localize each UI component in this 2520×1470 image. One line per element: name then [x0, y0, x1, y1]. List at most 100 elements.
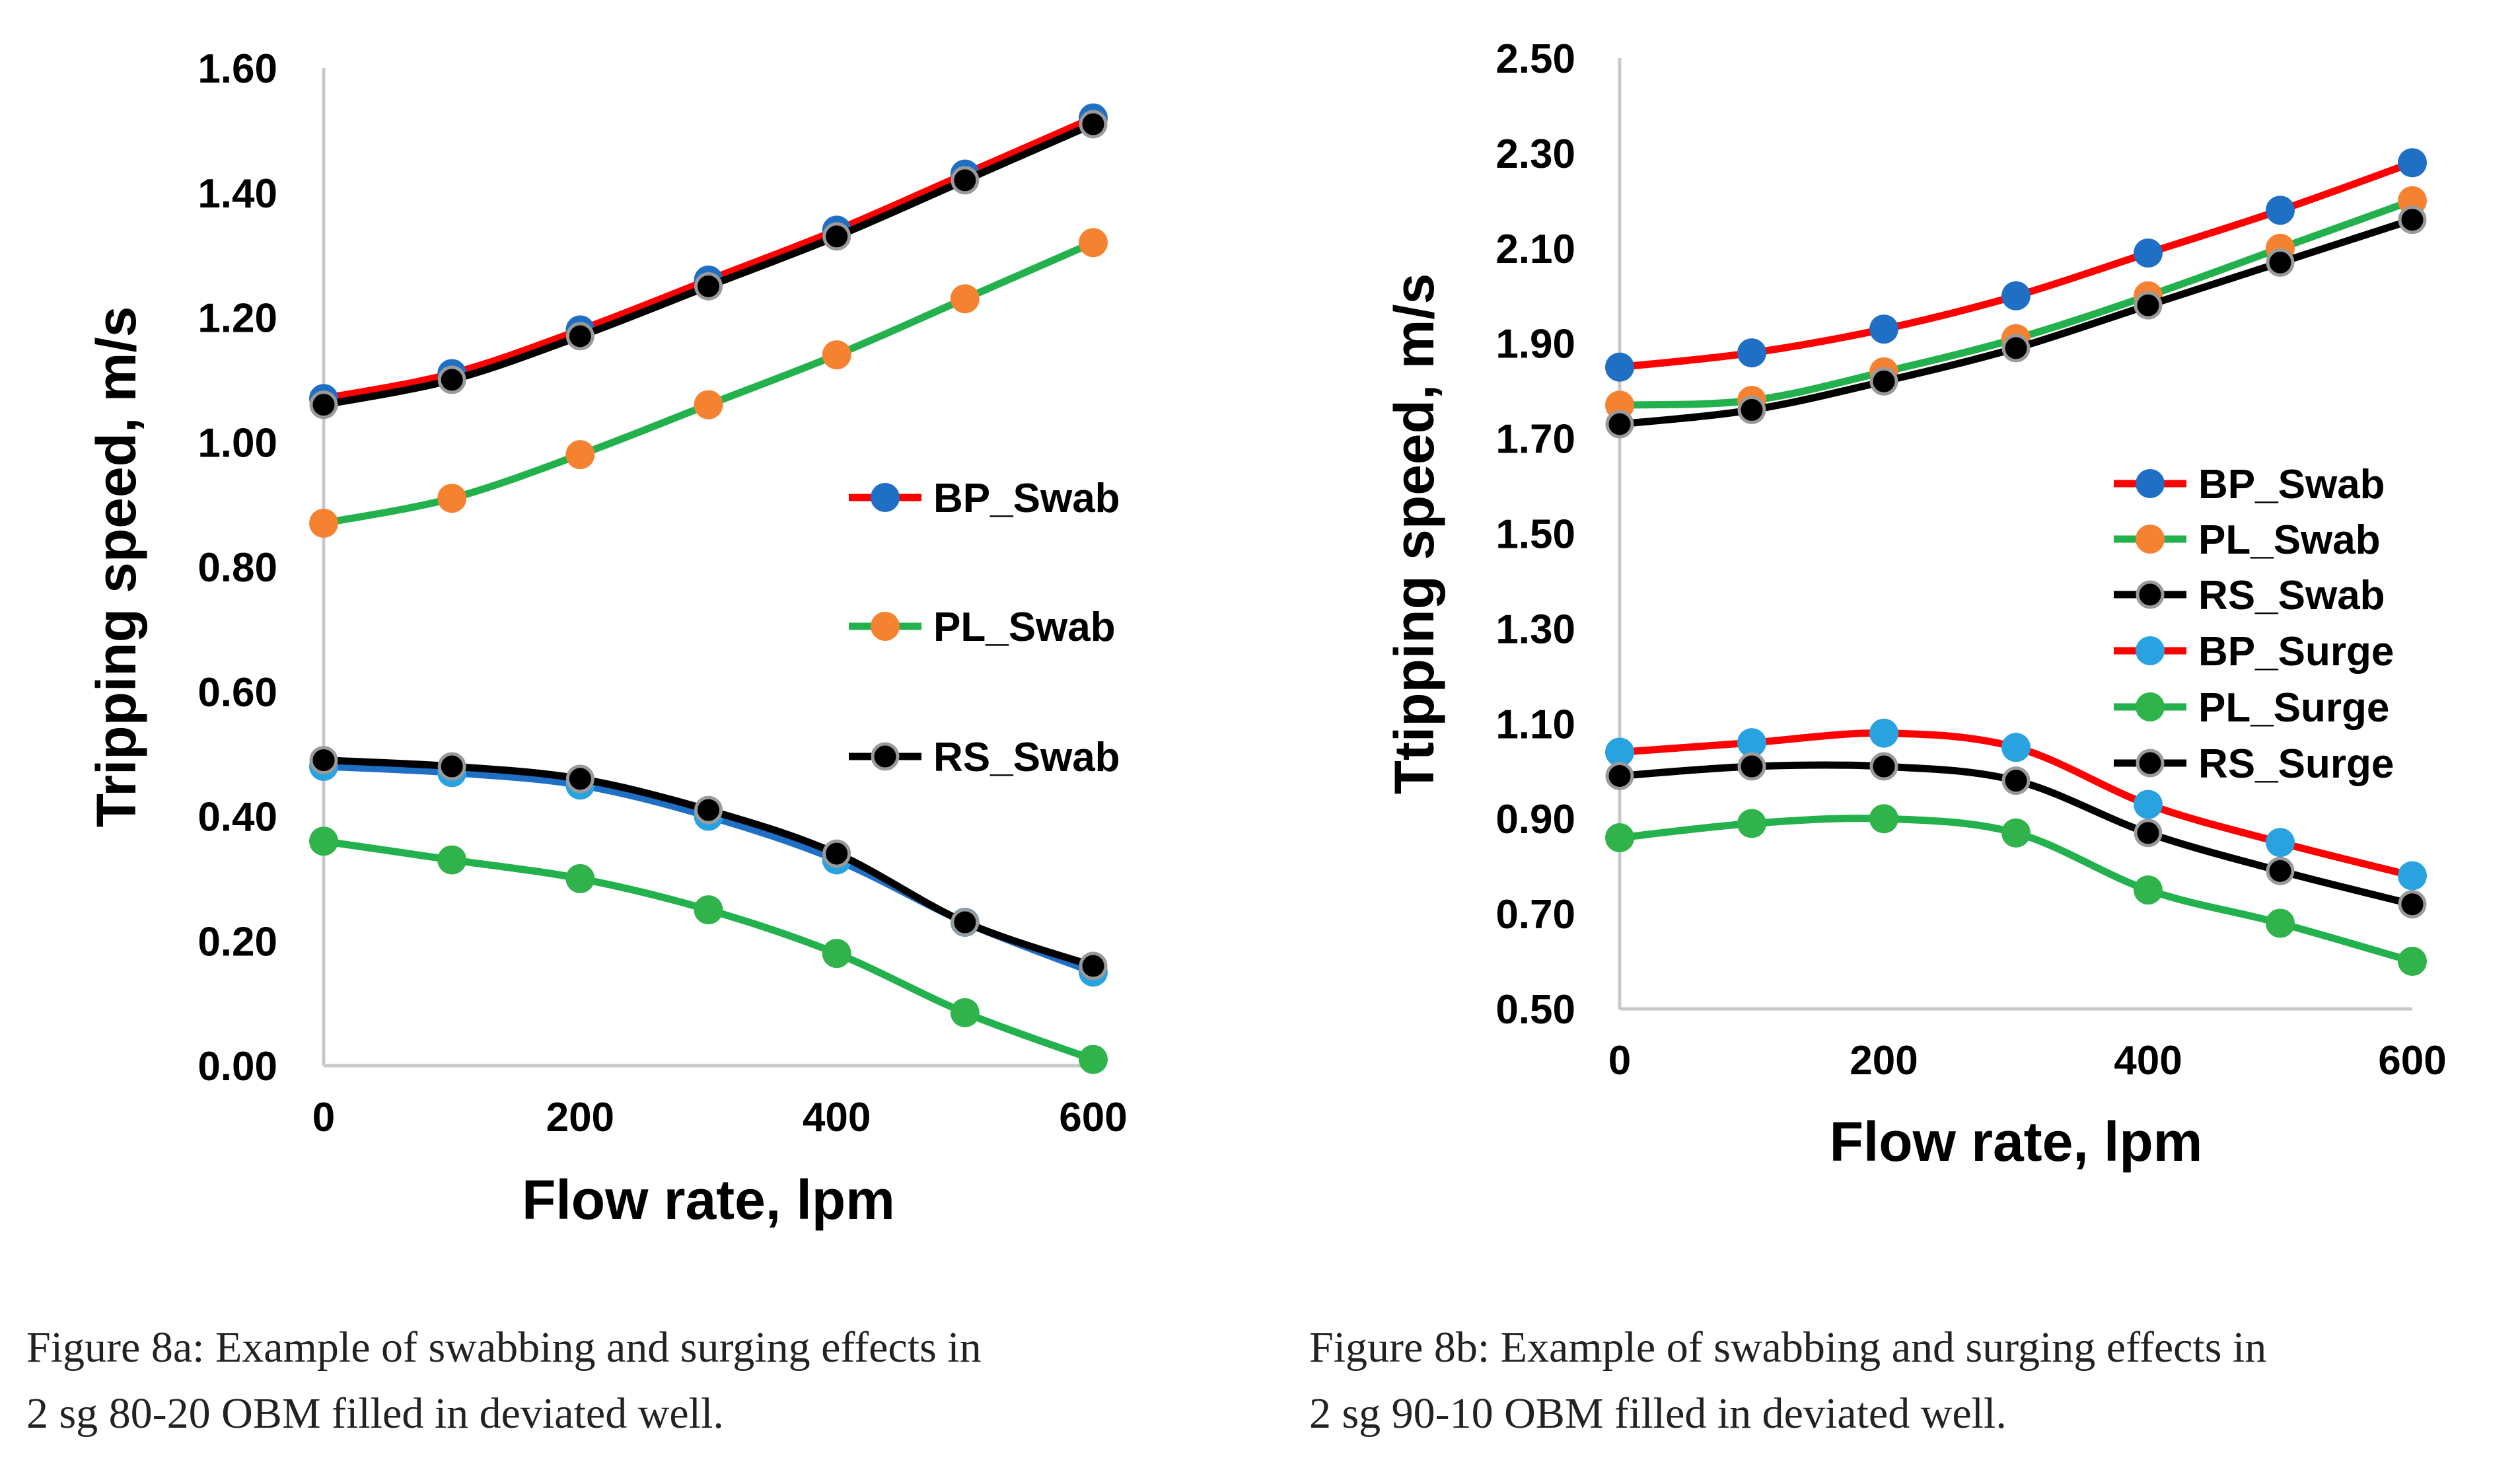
- x-tick-label: 0: [1608, 1038, 1631, 1084]
- data-point: [694, 895, 723, 925]
- data-point: [2266, 196, 2295, 225]
- y-tick-label: 2.50: [1495, 36, 1575, 82]
- y-tick-label: 0.40: [198, 795, 277, 840]
- data-point: [565, 322, 594, 351]
- x-tick-label: 600: [2378, 1038, 2446, 1084]
- data-point: [2134, 875, 2163, 905]
- data-point: [1737, 752, 1766, 781]
- y-tick-label: 1.40: [198, 171, 277, 217]
- y-tick-label: 1.30: [1495, 606, 1575, 652]
- series-line: [320, 114, 1097, 402]
- data-point: [437, 845, 467, 875]
- series-bp-surge: [1605, 718, 2427, 891]
- data-point: [1869, 752, 1898, 781]
- series-pl-surge: [309, 827, 1108, 1074]
- data-point: [950, 284, 980, 314]
- data-point: [822, 222, 851, 251]
- legend-item: PL_Surge: [2114, 685, 2389, 731]
- data-point: [822, 340, 851, 370]
- data-point: [437, 484, 467, 513]
- legend-marker: [2136, 692, 2165, 721]
- data-point: [1605, 761, 1634, 790]
- series-rs-swab: [309, 110, 1108, 420]
- legend-item: BP_Swab: [849, 476, 1120, 521]
- legend-marker: [2136, 749, 2165, 778]
- y-tick-label: 0.00: [198, 1044, 277, 1089]
- legend-marker: [2136, 636, 2165, 665]
- y-tick-label: 2.10: [1495, 227, 1575, 272]
- data-point: [565, 440, 595, 470]
- legend-item: RS_Swab: [849, 735, 1120, 780]
- legend-label: RS_Surge: [2198, 741, 2394, 787]
- data-point: [1079, 110, 1108, 139]
- legend-label: RS_Swab: [933, 735, 1120, 780]
- legend-label: PL_Swab: [933, 605, 1116, 650]
- legend-item: PL_Swab: [2114, 517, 2381, 563]
- legend-marker: [2136, 525, 2165, 554]
- data-point: [1737, 395, 1766, 424]
- series-pl-swab: [309, 228, 1108, 538]
- data-point: [309, 827, 338, 856]
- caption-fig8b-line2: 2 sg 90-10 OBM filled in deviated well.: [1309, 1389, 2007, 1438]
- data-point: [951, 166, 980, 195]
- chart-8b: 0.50 0.70 0.90 1.10 1.30 1.50 1.70 1.90 2.10 2.30…: [1383, 36, 2447, 1173]
- data-point: [1605, 352, 1634, 382]
- legend-marker: [2136, 580, 2165, 609]
- data-point: [1869, 314, 1898, 344]
- legend-marker: [2136, 469, 2165, 498]
- data-point: [1869, 367, 1898, 396]
- y-tick-label: 1.50: [1495, 512, 1575, 558]
- caption-fig8a-line1: Figure 8a: Example of swabbing and surgi…: [26, 1323, 982, 1372]
- data-point: [437, 752, 466, 781]
- legend: BP_Swab PL_Swab RS_Swab: [849, 476, 1120, 780]
- legend-marker: [871, 612, 900, 641]
- data-point: [2266, 248, 2295, 277]
- legend-label: PL_Swab: [2198, 517, 2381, 563]
- series-rs-surge: [1605, 752, 2427, 919]
- legend: BP_Swab PL_Swab RS_Swab BP_Surge PL_Surge RS_…: [2114, 462, 2394, 787]
- x-tick-label: 0: [312, 1095, 335, 1140]
- data-point: [565, 864, 595, 893]
- series-line: [320, 837, 1097, 1064]
- data-point: [2001, 766, 2031, 795]
- data-point: [2398, 861, 2427, 891]
- data-point: [1869, 718, 1898, 748]
- legend-item: PL_Swab: [849, 605, 1116, 650]
- y-tick-label: 1.00: [198, 420, 277, 466]
- y-tick-label: 2.30: [1495, 131, 1575, 177]
- legend-label: PL_Surge: [2198, 685, 2389, 731]
- legend-marker: [871, 483, 900, 512]
- data-point: [309, 746, 338, 775]
- data-point: [2266, 856, 2295, 885]
- y-tick-label: 0.80: [198, 545, 277, 591]
- x-axis-title: Flow rate, lpm: [522, 1169, 895, 1231]
- y-tick-label: 1.60: [198, 46, 277, 92]
- series-rs-surge: [309, 746, 1108, 980]
- data-point: [2001, 818, 2031, 848]
- data-point: [2134, 790, 2163, 819]
- y-tick-label: 0.60: [198, 670, 277, 716]
- data-point: [694, 390, 723, 420]
- series-bp-swab: [1605, 148, 2427, 382]
- x-tick-label: 200: [546, 1095, 614, 1140]
- data-point: [2134, 291, 2163, 320]
- data-point: [1079, 951, 1108, 980]
- data-point: [2134, 819, 2163, 848]
- legend-label: BP_Surge: [2198, 629, 2394, 675]
- y-tick-label: 1.70: [1495, 417, 1575, 462]
- data-point: [1605, 823, 1634, 852]
- y-tick-label: 0.90: [1495, 797, 1575, 842]
- legend-item: BP_Surge: [2114, 629, 2394, 675]
- series-bp-surge: [309, 752, 1108, 987]
- y-axis-title: Ttipping speed, m/s: [1383, 274, 1445, 795]
- data-point: [1737, 338, 1766, 368]
- data-point: [694, 795, 723, 825]
- data-point: [1737, 728, 1766, 758]
- data-point: [1605, 410, 1634, 439]
- data-point: [2266, 908, 2295, 938]
- caption-fig8a-line2: 2 sg 80-20 OBM filled in deviated well.: [26, 1389, 724, 1438]
- y-tick-label: 0.70: [1495, 892, 1575, 937]
- data-point: [1079, 228, 1108, 258]
- data-point: [950, 998, 980, 1027]
